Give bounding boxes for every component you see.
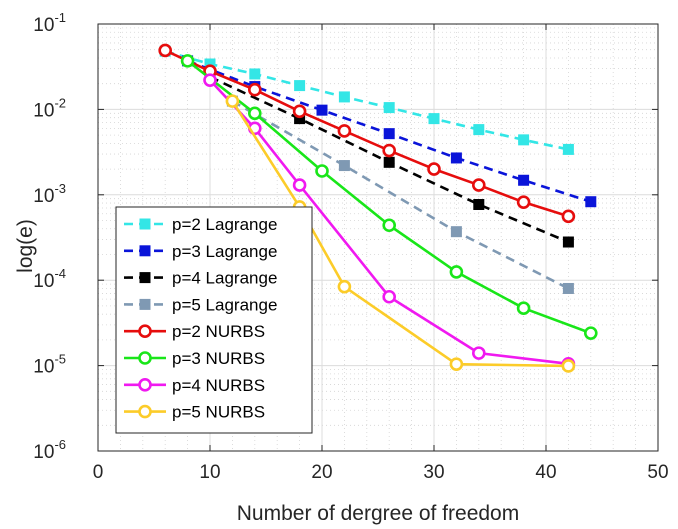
data-point-circle [158, 43, 172, 58]
x-tick-label: 20 [311, 462, 332, 483]
data-point-circle [449, 357, 464, 371]
legend-swatch-marker [139, 298, 151, 310]
data-point-circle [180, 54, 195, 68]
data-point-circle [382, 218, 397, 233]
y-tick-label: 10-6 [33, 437, 66, 463]
y-tick-exponent: -2 [54, 95, 66, 110]
legend-entry-label: p=2 Lagrange [172, 215, 277, 234]
data-point-square [338, 91, 350, 103]
data-point-circle [337, 124, 352, 138]
series-line-5 [164, 49, 569, 218]
series-line-1 [164, 49, 569, 151]
x-tick-label: 50 [647, 462, 668, 483]
data-point-square [562, 282, 574, 294]
data-point-circle [561, 359, 576, 373]
y-tick-base: 10 [33, 442, 54, 463]
y-tick-exponent: -3 [54, 181, 66, 196]
data-point-square [316, 104, 328, 116]
data-point-square [562, 236, 574, 248]
data-point-square [518, 174, 530, 186]
legend-entry-label: p=5 Lagrange [172, 295, 277, 314]
y-tick-base: 10 [33, 357, 54, 378]
data-point-square [473, 198, 485, 210]
data-point-square [450, 152, 462, 164]
data-point-circle [516, 195, 531, 209]
data-point-circle [292, 178, 307, 192]
y-tick-base: 10 [33, 186, 54, 207]
y-tick-label: 10-1 [33, 10, 66, 36]
data-point-square [294, 113, 306, 125]
axes-box [97, 23, 659, 452]
legend-swatch-marker [139, 218, 151, 230]
data-point-square [204, 58, 216, 70]
data-point-square [294, 80, 306, 92]
y-tick-label: 10-5 [33, 352, 66, 378]
legend-entry-label: p=3 Lagrange [172, 242, 277, 261]
x-tick-label: 40 [535, 462, 556, 483]
data-point-square [585, 196, 597, 208]
data-point-circle [382, 143, 397, 158]
y-tick-exponent: -6 [54, 437, 66, 452]
legend-swatch-marker [139, 272, 151, 284]
x-tick-label: 30 [423, 462, 444, 483]
data-point-square [249, 68, 261, 80]
data-point-circle [315, 164, 329, 178]
data-point-square [450, 226, 462, 238]
data-point-square [383, 102, 395, 114]
data-point-circle [248, 82, 262, 97]
legend-entry-label: p=2 NURBS [172, 322, 265, 341]
y-tick-base: 10 [33, 100, 54, 121]
series-line-7 [209, 79, 569, 366]
y-tick-exponent: -1 [54, 10, 66, 25]
y-tick-label: 10-4 [33, 266, 66, 292]
data-point-circle [382, 289, 397, 304]
data-point-circle [561, 209, 576, 224]
data-point-circle [225, 94, 240, 108]
data-point-square [383, 156, 395, 168]
y-tick-label: 10-2 [33, 95, 66, 121]
x-tick-label: 0 [93, 462, 104, 483]
data-point-circle [471, 346, 486, 360]
y-tick-label: 10-3 [33, 181, 66, 207]
legend-entry-label: p=4 NURBS [172, 376, 265, 395]
legend-entry-label: p=5 NURBS [172, 403, 265, 422]
y-tick-exponent: -4 [54, 266, 66, 281]
data-point-circle [203, 73, 217, 87]
x-axis-label: Number of dergree of freedom [237, 502, 519, 525]
x-tick-label: 10 [199, 462, 220, 483]
legend-swatch-marker [138, 351, 152, 365]
data-point-circle [427, 162, 441, 176]
data-point-circle [449, 265, 464, 279]
legend-swatch-marker [139, 245, 151, 257]
data-point-square [338, 160, 350, 172]
data-point-square [518, 134, 530, 146]
data-point-circle [583, 326, 598, 340]
y-tick-base: 10 [33, 271, 54, 292]
y-tick-base: 10 [33, 15, 54, 36]
data-point-square [562, 143, 574, 155]
data-point-circle [337, 279, 352, 294]
legend-swatch-marker [138, 324, 152, 339]
legend-swatch-marker [138, 404, 152, 419]
y-axis-label: log(e) [14, 219, 37, 273]
data-point-circle [516, 301, 531, 316]
data-point-square [473, 124, 485, 136]
legend-entry-label: p=4 Lagrange [172, 269, 277, 288]
y-tick-exponent: -5 [54, 352, 66, 367]
data-point-circle [471, 178, 486, 192]
legend-swatch-marker [138, 377, 152, 392]
legend-box [115, 206, 313, 434]
data-point-square [383, 128, 395, 140]
data-point-circle [248, 106, 262, 121]
legend-entry-label: p=3 NURBS [172, 349, 265, 368]
data-point-square [428, 113, 440, 125]
series-line-4 [231, 99, 569, 290]
data-point-circle [292, 104, 307, 119]
